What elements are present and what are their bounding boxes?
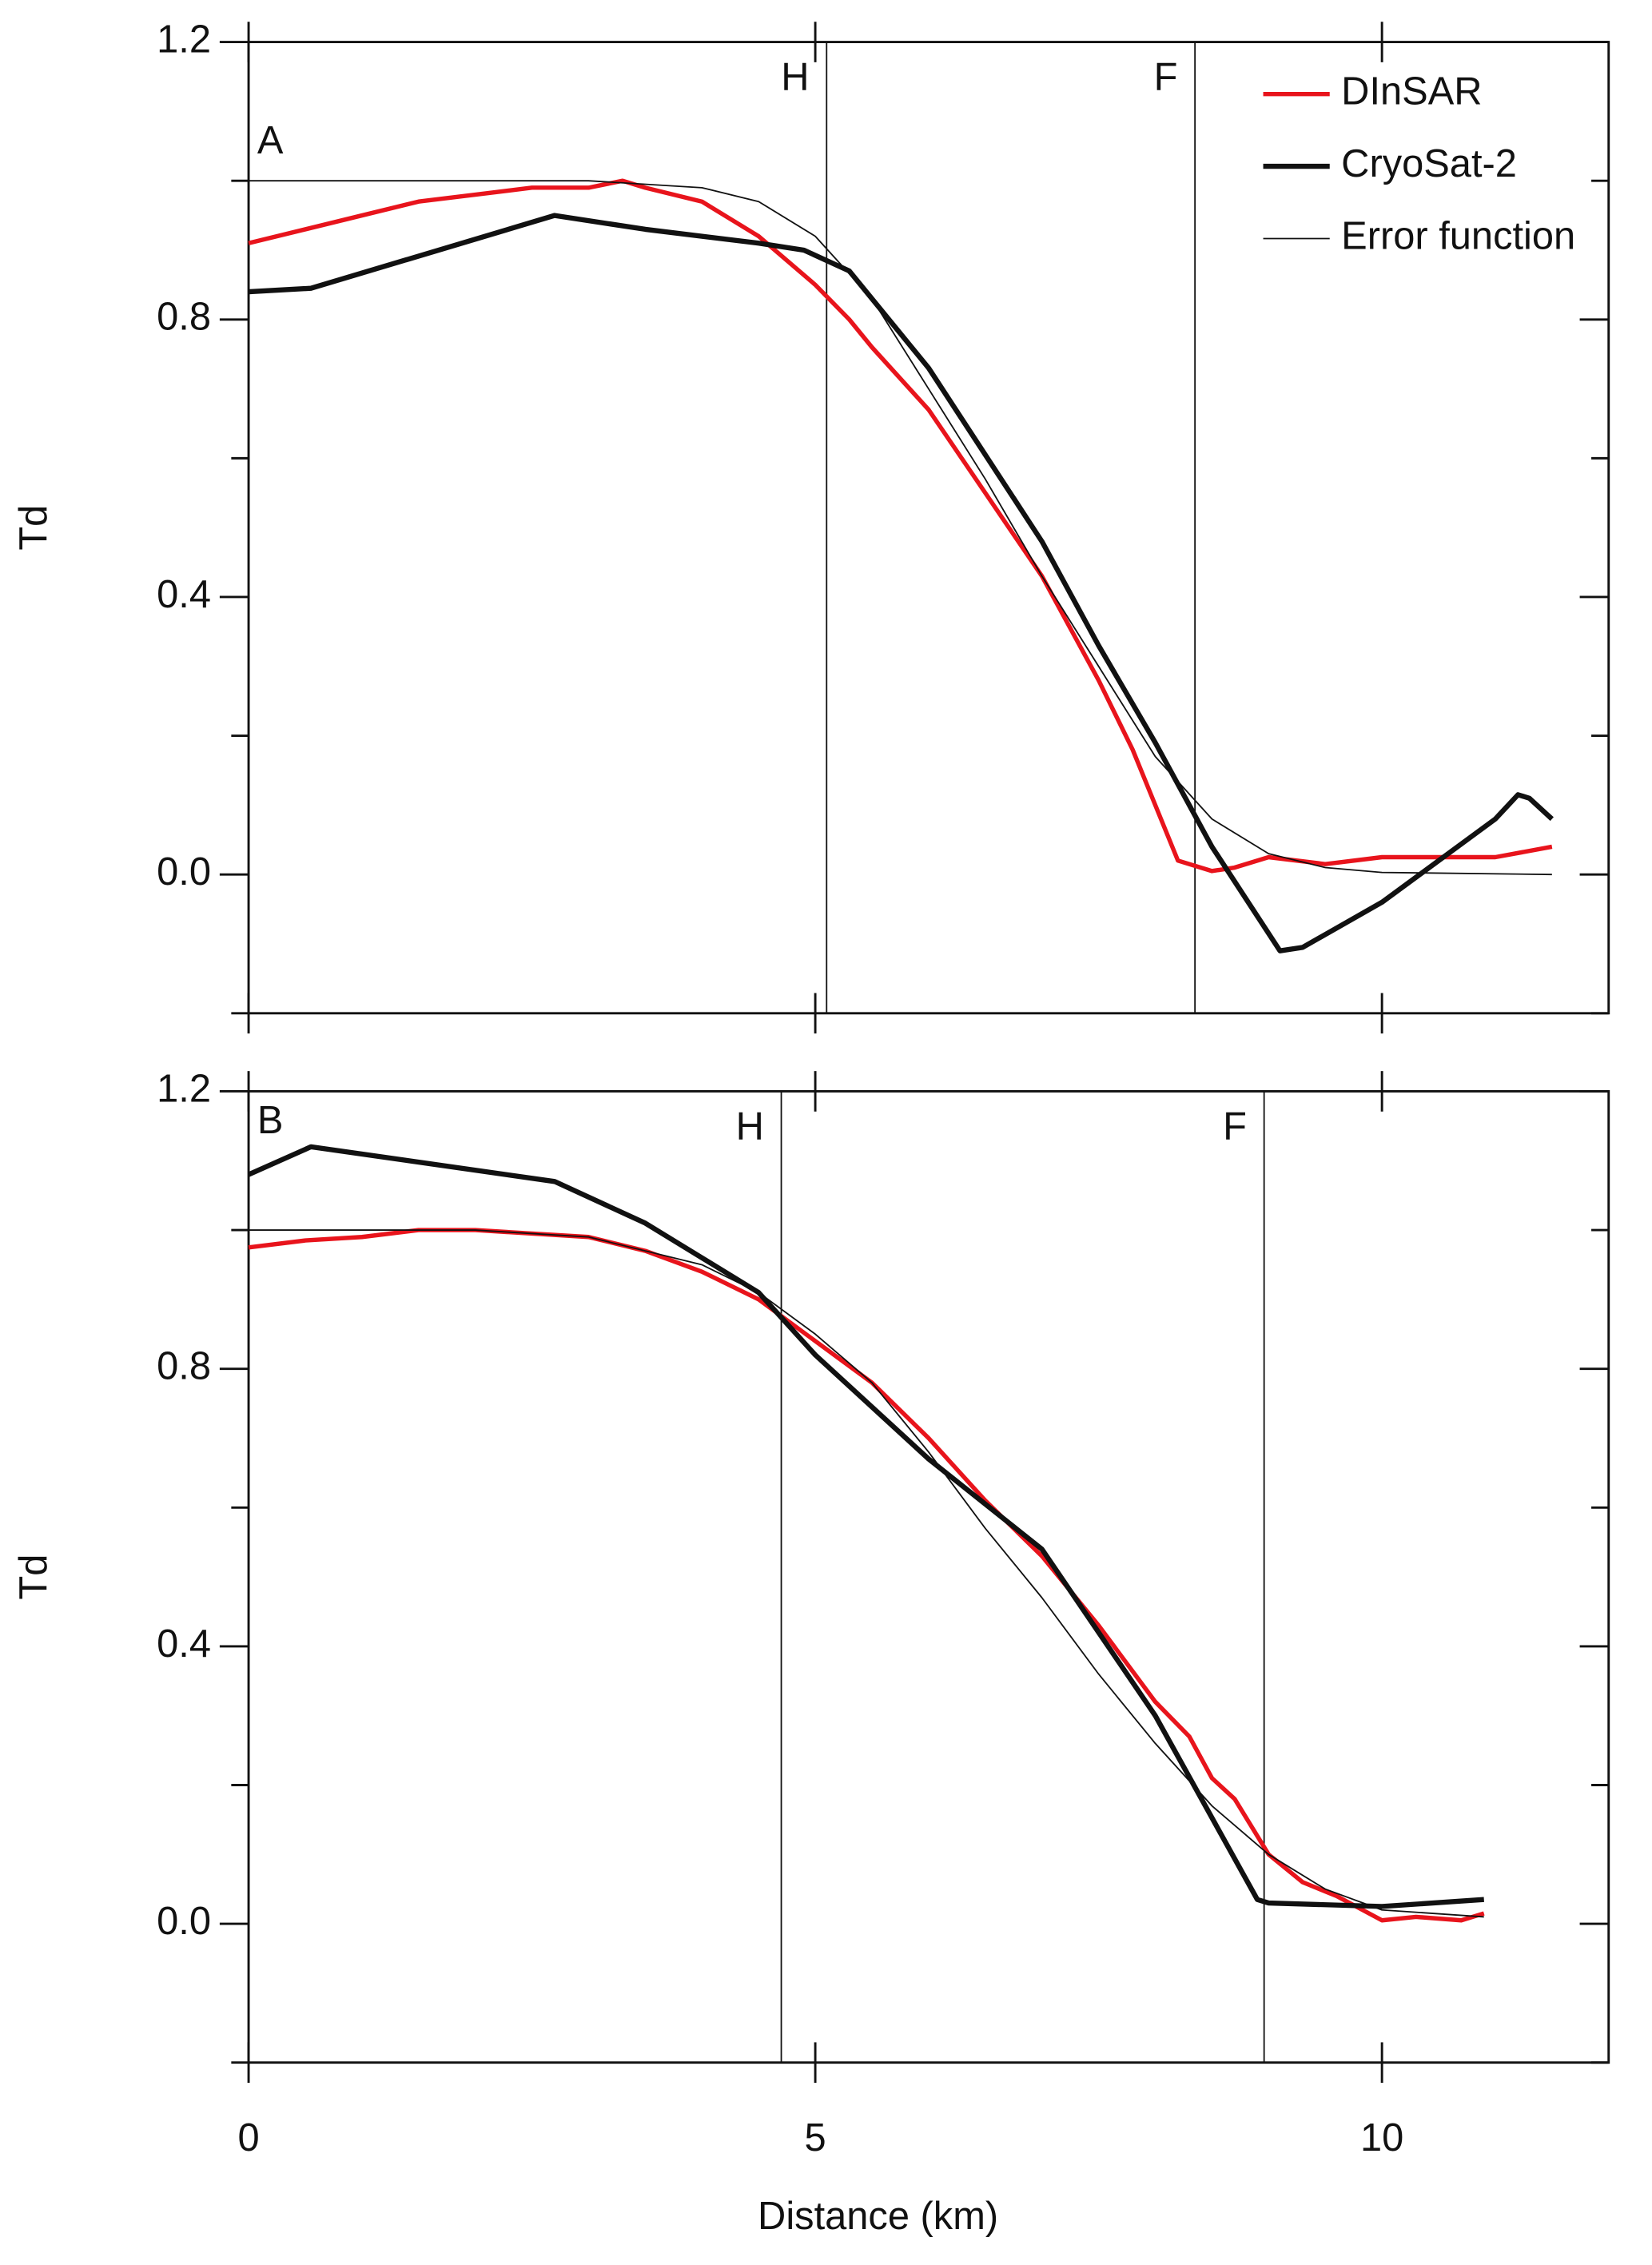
y-axis-label: Td [12, 1554, 55, 1600]
series-line [248, 213, 1554, 953]
y-tick-label: 0.8 [157, 1345, 211, 1388]
y-tick-label: 0.4 [157, 1622, 211, 1666]
y-tick-label: 0.4 [157, 573, 211, 616]
front-label: F [1223, 1105, 1247, 1148]
front-label: F [1154, 55, 1178, 98]
plot-frame [247, 1090, 1610, 2064]
y-tick-label: 0.0 [157, 1900, 211, 1943]
x-axis-label: Distance (km) [758, 2195, 998, 2238]
series-line [248, 178, 1553, 874]
y-tick-label: 0.8 [157, 296, 211, 339]
x-tick-label: 10 [1360, 2116, 1403, 2160]
panel-label: A [257, 119, 284, 162]
front-label: H [781, 55, 809, 98]
y-tick-label: 0.0 [157, 850, 211, 894]
x-tick-label: 0 [237, 2116, 259, 2160]
legend-label: Error function [1341, 214, 1575, 257]
x-tick-label: 5 [805, 2116, 826, 2160]
series-line [247, 1144, 1484, 1909]
plot-frame [247, 41, 1610, 1015]
front-label: H [736, 1105, 764, 1148]
legend-label: DInSAR [1341, 70, 1482, 113]
series-line [249, 180, 1552, 876]
y-tick-label: 1.2 [157, 18, 211, 61]
panel-label: B [257, 1099, 284, 1142]
legend-label: CryoSat-2 [1341, 142, 1517, 185]
series-line [249, 1229, 1484, 1918]
y-axis-label: Td [12, 505, 55, 551]
y-tick-label: 1.2 [157, 1067, 211, 1110]
series-line [248, 1228, 1485, 1923]
